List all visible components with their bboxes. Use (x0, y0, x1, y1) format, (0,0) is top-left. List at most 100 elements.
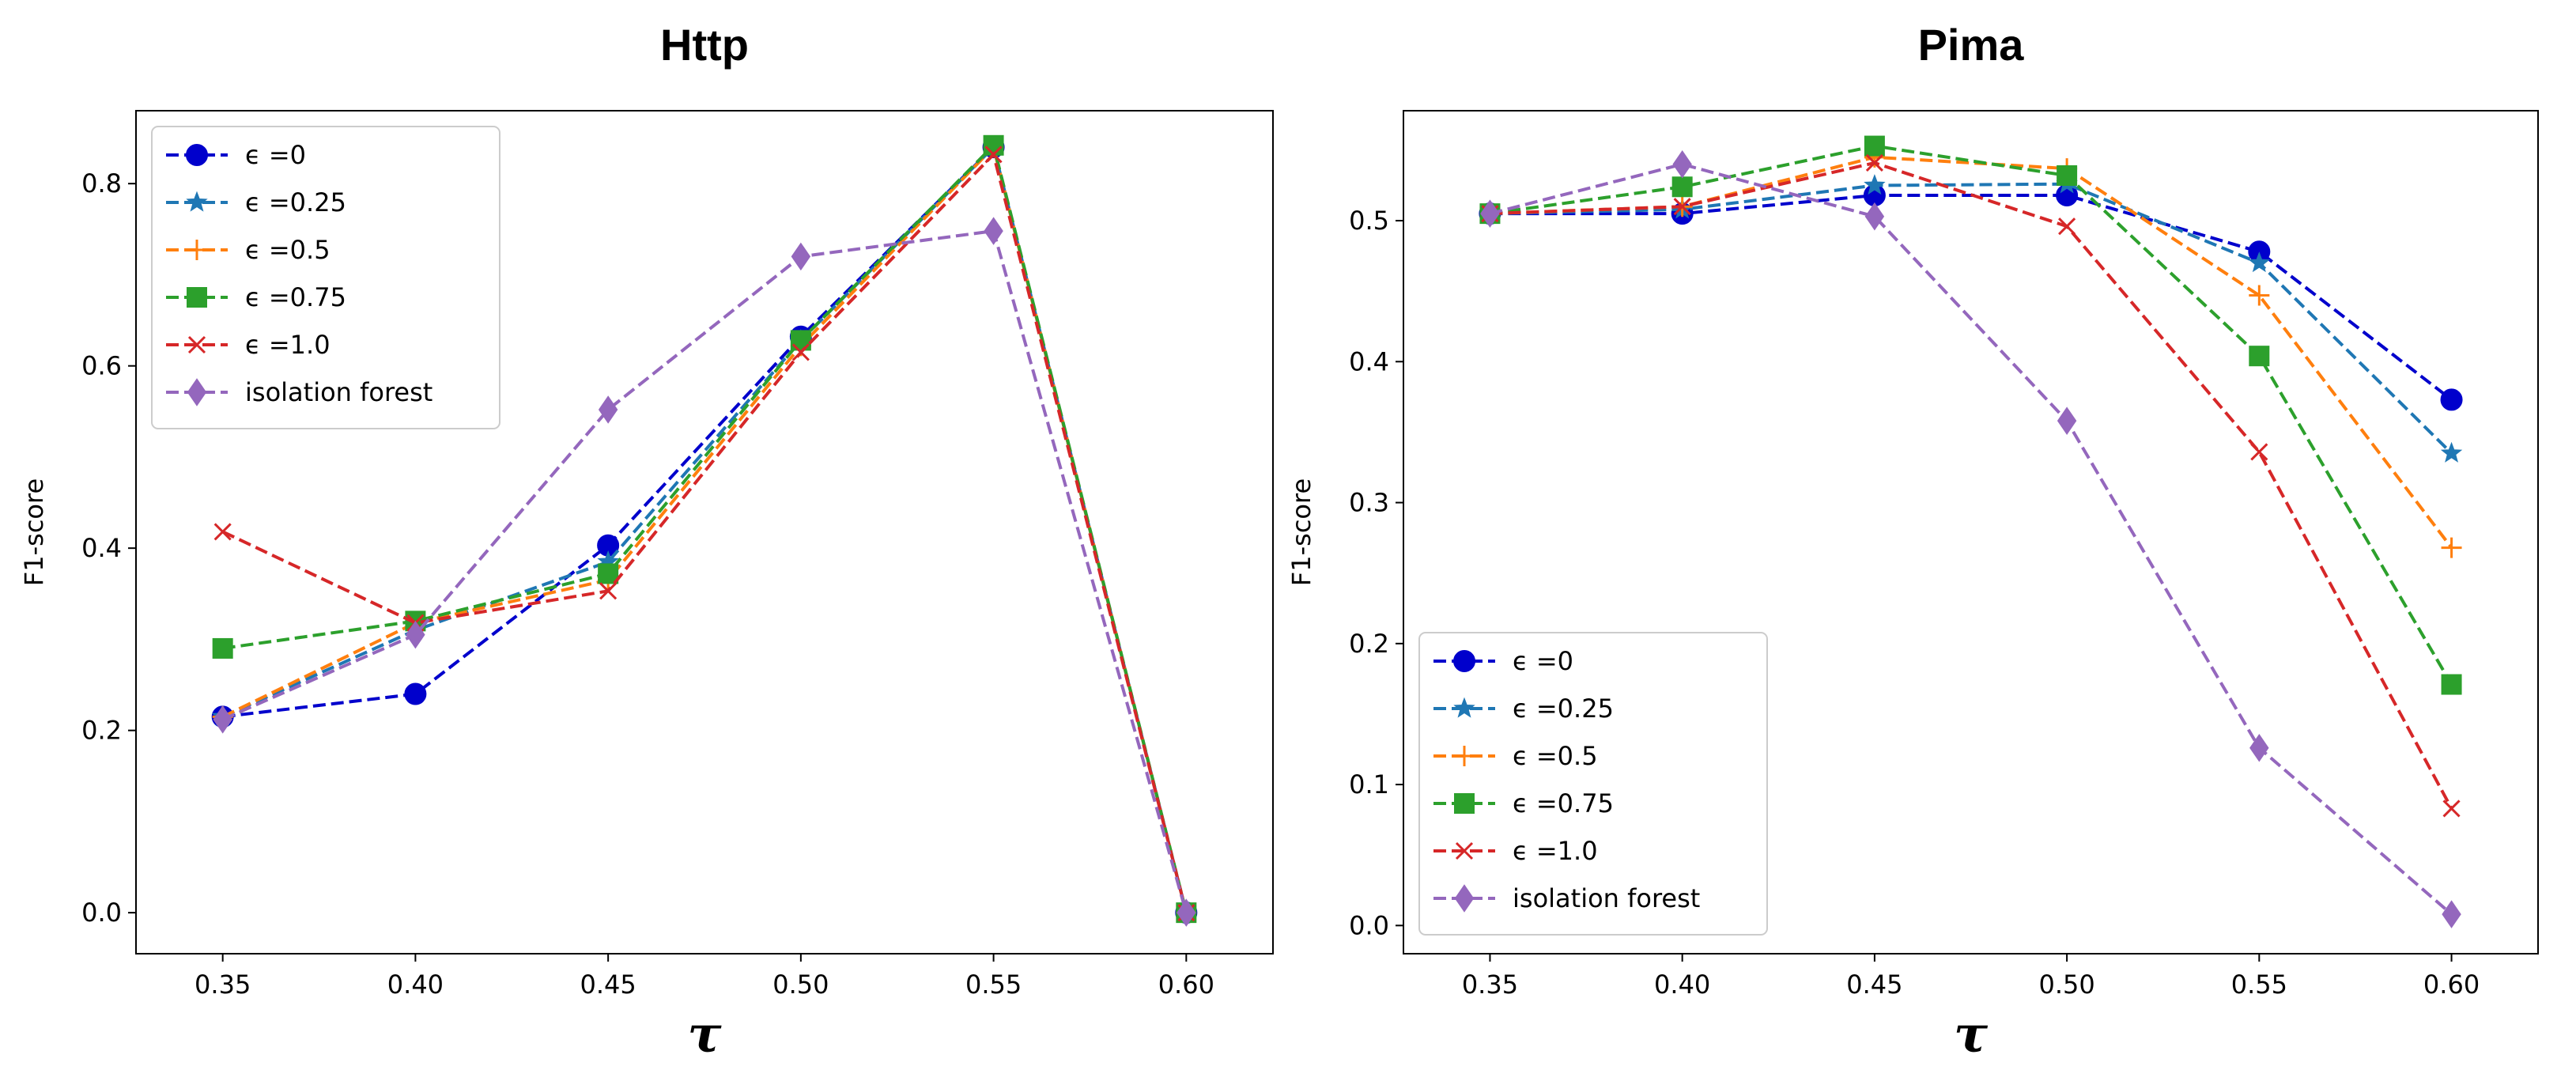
legend-item: ϵ =1.0 (166, 330, 330, 360)
legend-item: ϵ =0 (166, 140, 306, 170)
legend-label: ϵ =0 (245, 140, 306, 170)
data-point (406, 620, 425, 649)
legend-item: isolation forest (166, 377, 432, 407)
series-square (1479, 135, 2462, 695)
legend-item: ϵ =0.5 (1433, 741, 1598, 771)
data-point (2442, 900, 2461, 928)
legend-label: ϵ =0.75 (245, 282, 346, 312)
data-point (1865, 153, 1883, 172)
x-tick-label: 0.60 (1158, 970, 1214, 1000)
data-point (2249, 346, 2270, 367)
legend-label: ϵ =1.0 (245, 330, 330, 360)
series-diamond (213, 217, 1196, 927)
x-tick-label: 0.45 (580, 970, 636, 1000)
x-axis-label: τ (1954, 1005, 1989, 1064)
y-tick-label: 0.2 (1349, 629, 1389, 659)
data-point (2249, 733, 2269, 762)
x-tick-label: 0.40 (1654, 970, 1710, 1000)
legend-box (151, 126, 500, 429)
y-tick-label: 0.2 (81, 716, 122, 746)
legend-marker (1454, 746, 1475, 766)
legend-marker (186, 144, 208, 166)
legend-label: ϵ =0 (1513, 646, 1573, 676)
y-tick-label: 0.5 (1349, 206, 1389, 236)
legend-item: isolation forest (1433, 883, 1700, 913)
legend-label: ϵ =0.75 (1513, 788, 1614, 818)
y-tick-label: 0.0 (81, 898, 122, 928)
data-point (1673, 198, 1691, 216)
series-line (1490, 161, 2453, 810)
y-tick-label: 0.0 (1349, 910, 1389, 940)
legend-label: ϵ =1.0 (1513, 836, 1598, 866)
data-point (2440, 388, 2463, 411)
x-tick-label: 0.35 (1462, 970, 1518, 1000)
legend-item: ϵ =0.25 (1433, 694, 1614, 724)
x-tick-label: 0.50 (772, 970, 829, 1000)
data-point (2250, 443, 2268, 461)
data-point (791, 343, 810, 361)
data-point (984, 217, 1003, 245)
legend: ϵ =0 ϵ =0.25 ϵ =0.5 ϵ =0.75 ϵ =1.0 isolation … (151, 126, 500, 429)
legend-label: ϵ =0.25 (1513, 694, 1614, 724)
x-tick-label: 0.55 (965, 970, 1022, 1000)
legend-marker (1453, 650, 1475, 672)
x-tick-label: 0.55 (2231, 970, 2287, 1000)
x-tick-label: 0.60 (2423, 970, 2480, 1000)
data-point (212, 637, 233, 659)
chart-pima: Pima 0.35 0.40 0.45 0.50 0.55 0.60 0.0 0.1 0.2 0.3… (1286, 20, 2539, 1064)
data-point (1177, 898, 1196, 927)
series-line (1489, 162, 2453, 916)
legend-marker (186, 191, 208, 212)
legend-label: ϵ =0.5 (245, 235, 330, 265)
data-point (2440, 441, 2463, 463)
series-line (1490, 155, 2453, 549)
legend-marker (187, 335, 206, 354)
series-diamond (1480, 149, 2461, 928)
chart-http: Http 0.35 0.40 0.45 0.50 0.55 0.60 0.0 0.2 0.4 0.6… (19, 20, 1274, 1064)
legend-marker (187, 287, 207, 308)
legend-marker (1455, 841, 1474, 860)
data-point (2441, 674, 2462, 695)
series-line (1490, 182, 2453, 455)
legend-label: isolation forest (245, 377, 432, 407)
data-point (2248, 251, 2271, 273)
data-point (1864, 135, 1885, 157)
legend-item: ϵ =0.25 (166, 187, 346, 217)
data-point (404, 682, 427, 705)
x-tick-label: 0.45 (1846, 970, 1902, 1000)
y-tick-label: 0.4 (1349, 346, 1389, 376)
data-point (1671, 176, 1693, 198)
x-tick-label: 0.40 (387, 970, 444, 1000)
data-point (984, 146, 1003, 164)
legend-item: ϵ =0.75 (166, 282, 346, 312)
x-axis-label: τ (687, 1005, 722, 1064)
data-point (1480, 199, 1500, 228)
data-point (598, 563, 619, 584)
series-x (1481, 153, 2461, 818)
legend-label: ϵ =0.5 (1513, 741, 1598, 771)
y-tick-label: 0.6 (81, 351, 122, 381)
legend-item: ϵ =1.0 (1433, 836, 1598, 866)
data-point (2249, 285, 2270, 306)
series-line (222, 142, 1188, 913)
y-tick-label: 0.1 (1349, 769, 1389, 800)
x-tick-label: 0.50 (2038, 970, 2094, 1000)
chart-title: Http (660, 20, 749, 70)
legend-item: ϵ =0.5 (166, 235, 330, 265)
series-line (1490, 144, 2453, 686)
data-point (2057, 406, 2077, 435)
data-point (1864, 202, 1885, 231)
data-point (598, 395, 618, 424)
data-point (213, 523, 232, 541)
legend-label: ϵ =0.25 (245, 187, 346, 217)
legend-item: ϵ =0 (1433, 646, 1573, 676)
legend-item: ϵ =0.75 (1433, 788, 1614, 818)
data-point (791, 242, 811, 271)
legend-label: isolation forest (1513, 883, 1700, 913)
series-line (221, 151, 1188, 913)
data-point (1864, 174, 1886, 195)
series-circle (1479, 183, 2463, 411)
legend-marker (1453, 697, 1475, 718)
chart-title: Pima (1918, 20, 2025, 70)
